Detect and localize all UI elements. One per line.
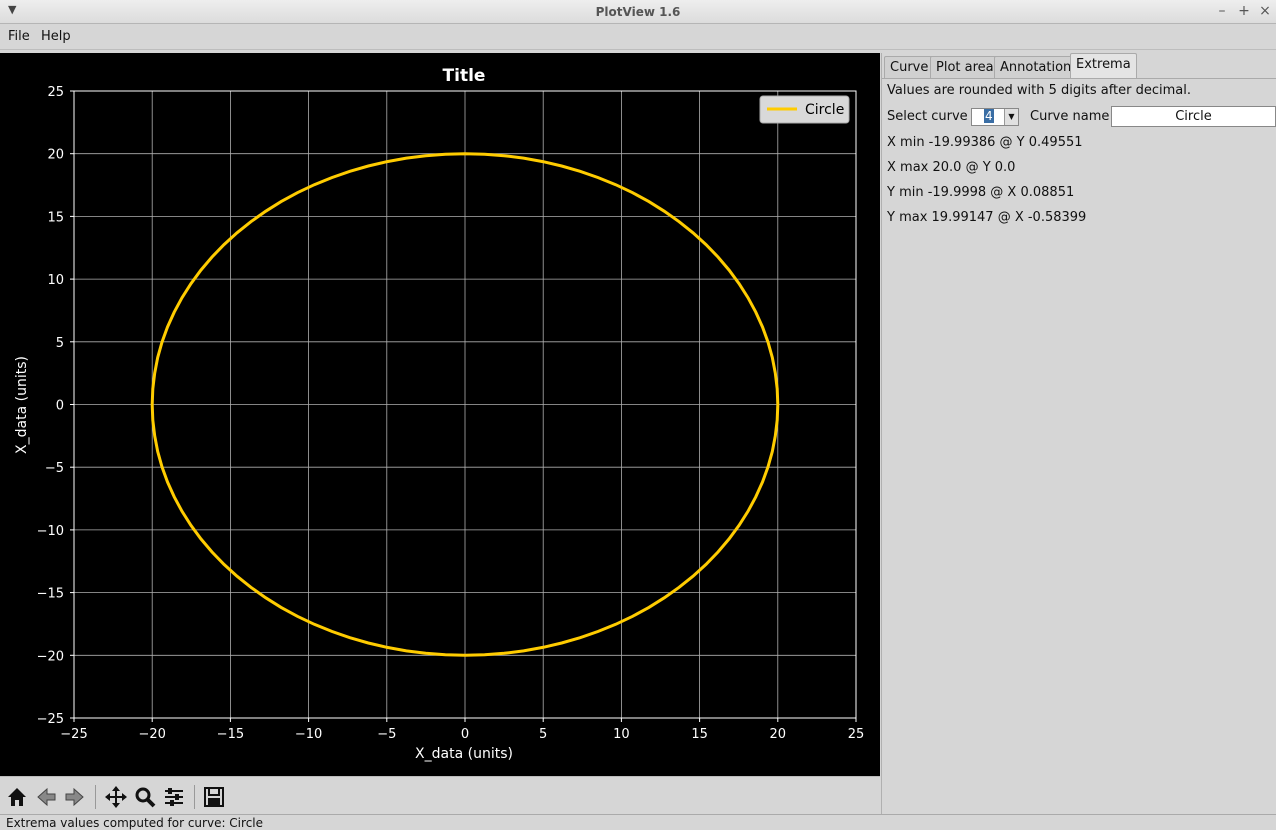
y-axis-label: X_data (units)	[14, 356, 30, 454]
plot-toolbar	[0, 776, 880, 814]
x-tick-label: −5	[377, 727, 396, 742]
status-bar: Extrema values computed for curve: Circl…	[0, 814, 1276, 830]
zoom-icon[interactable]	[132, 784, 158, 810]
x-tick-label: −10	[295, 727, 322, 742]
x-tick-label: 5	[539, 727, 547, 742]
home-icon[interactable]	[4, 784, 30, 810]
curve-name-field[interactable]: Circle	[1111, 106, 1276, 127]
y-tick-label: 15	[47, 210, 64, 225]
x-tick-label: 25	[848, 727, 865, 742]
x-tick-label: 15	[691, 727, 708, 742]
x-tick-label: 10	[613, 727, 630, 742]
configure-icon[interactable]	[161, 784, 187, 810]
menu-help[interactable]: Help	[41, 29, 71, 44]
x-tick-label: −25	[60, 727, 87, 742]
y-tick-label: −15	[37, 587, 64, 602]
save-icon[interactable]	[201, 784, 227, 810]
y-tick-label: −5	[45, 461, 64, 476]
settings-panel: Curve Plot area Annotation Extrema Value…	[881, 53, 1276, 814]
x-tick-label: 20	[770, 727, 787, 742]
rounding-note: Values are rounded with 5 digits after d…	[887, 83, 1192, 98]
tab-extrema[interactable]: Extrema	[1070, 53, 1137, 79]
curve-select-value: 4	[984, 109, 994, 123]
forward-icon[interactable]	[62, 784, 88, 810]
tab-plot-area[interactable]: Plot area	[930, 56, 1000, 79]
status-text: Extrema values computed for curve: Circl…	[6, 816, 264, 830]
legend: Circle	[759, 95, 850, 124]
tab-annotation[interactable]: Annotation	[994, 56, 1078, 79]
y-tick-label: 20	[47, 148, 64, 163]
y-tick-label: 25	[47, 85, 64, 100]
curve-select[interactable]: 4 ▼	[971, 108, 1019, 126]
chevron-down-icon[interactable]: ▼	[1004, 109, 1018, 125]
menu-file[interactable]: File	[8, 29, 30, 44]
select-curve-label: Select curve	[887, 109, 968, 124]
y-tick-label: 10	[47, 273, 64, 288]
y-tick-label: 5	[56, 336, 64, 351]
y-tick-label: −25	[37, 712, 64, 727]
y-tick-label: 0	[56, 399, 64, 414]
plot-canvas[interactable]: −25 −20 −15 −10 −5 0 5 10 15 20 25 −25 −20 −15 −10 −5 0 5…	[0, 53, 880, 776]
y-tick-label: −20	[37, 649, 64, 664]
y-tick-label: −10	[37, 524, 64, 539]
maximize-icon[interactable]: +	[1238, 3, 1250, 19]
chart: −25 −20 −15 −10 −5 0 5 10 15 20 25 −25 −20 −15 −10 −5 0 5…	[14, 66, 865, 762]
pan-icon[interactable]	[103, 784, 129, 810]
window-title: PlotView 1.6	[595, 5, 681, 19]
x-min-value: X min -19.99386 @ Y 0.49551	[887, 135, 1083, 150]
y-max-value: Y max 19.99147 @ X -0.58399	[887, 210, 1087, 225]
x-max-value: X max 20.0 @ Y 0.0	[887, 160, 1016, 175]
back-icon[interactable]	[33, 784, 59, 810]
chart-title: Title	[443, 66, 486, 86]
legend-label: Circle	[805, 102, 844, 118]
x-axis-label: X_data (units)	[415, 746, 513, 762]
series-line-circle	[150, 152, 780, 657]
close-icon[interactable]: ×	[1259, 3, 1271, 19]
tab-curve[interactable]: Curve	[884, 56, 935, 79]
x-tick-label: −15	[217, 727, 244, 742]
y-min-value: Y min -19.9998 @ X 0.08851	[887, 185, 1075, 200]
legend-box	[759, 95, 850, 124]
window-menu-icon[interactable]: ▼	[8, 3, 17, 16]
title-bar: ▼ PlotView 1.6 – + ×	[0, 0, 1276, 24]
x-tick-label: −20	[138, 727, 165, 742]
x-tick-label: 0	[461, 727, 469, 742]
minimize-icon[interactable]: –	[1218, 3, 1226, 19]
curve-name-label: Curve name	[1030, 109, 1110, 124]
menu-bar: File Help	[0, 24, 1276, 50]
